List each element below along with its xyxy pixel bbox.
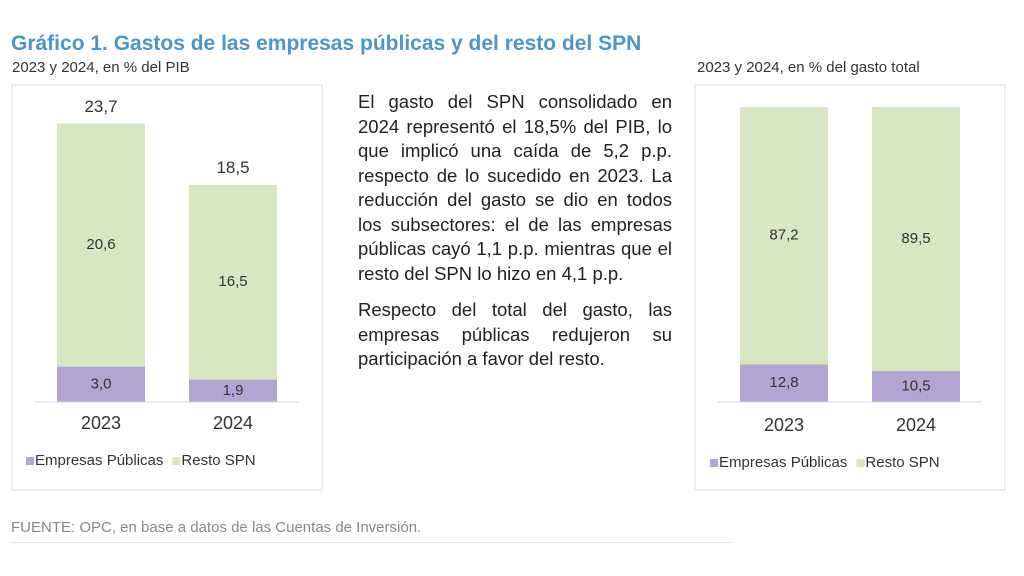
divider: [11, 542, 731, 543]
legend-label: Resto SPN: [181, 452, 255, 469]
total-label: 18,5: [216, 158, 249, 177]
bar-segment: [189, 379, 277, 402]
data-label: 12,8: [769, 374, 798, 391]
bar-segment: [740, 107, 828, 365]
paragraph: Respecto del total del gasto, las empres…: [358, 299, 672, 369]
bar-segment: [872, 371, 960, 402]
chart-frame: [11, 84, 323, 491]
chart-frame: [694, 84, 1006, 491]
chart-subtitle: 2023 y 2024, en % del gasto total: [697, 59, 920, 76]
paragraph: El gasto del SPN consolidado en 2024 rep…: [358, 91, 672, 284]
data-label: 3,0: [91, 375, 112, 392]
legend-swatch: [856, 459, 865, 467]
legend-label: Empresas Públicas: [35, 452, 163, 469]
bar-segment: [740, 364, 828, 402]
page-title: Gráfico 1. Gastos de las empresas públic…: [11, 32, 642, 55]
bar-segment: [872, 107, 960, 372]
legend-swatch: [710, 459, 718, 467]
x-tick-label: 2023: [764, 415, 804, 435]
bar-segment: [189, 184, 277, 380]
data-label: 1,9: [223, 382, 244, 399]
data-label: 87,2: [769, 227, 798, 244]
total-label: 23,7: [84, 97, 117, 116]
legend-label: Empresas Públicas: [719, 454, 847, 471]
bar-segment: [57, 123, 145, 367]
data-label: 16,5: [218, 273, 247, 290]
x-tick-label: 2024: [213, 413, 253, 433]
source-note: FUENTE: OPC, en base a datos de las Cuen…: [11, 519, 422, 536]
data-label: 89,5: [901, 230, 930, 247]
bar-segment: [57, 366, 145, 402]
legend-swatch: [26, 457, 34, 465]
legend-label: Resto SPN: [865, 454, 939, 471]
data-label: 20,6: [86, 236, 115, 253]
x-tick-label: 2023: [81, 413, 121, 433]
data-label: 10,5: [901, 377, 930, 394]
legend-swatch: [172, 457, 181, 465]
commentary: El gasto del SPN consolidado en 2024 rep…: [358, 90, 672, 384]
x-tick-label: 2024: [896, 415, 936, 435]
chart-subtitle: 2023 y 2024, en % del PIB: [12, 59, 190, 76]
